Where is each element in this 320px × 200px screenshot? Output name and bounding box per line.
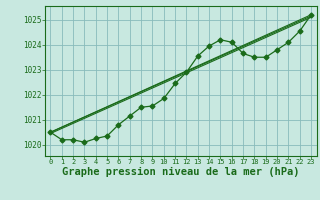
X-axis label: Graphe pression niveau de la mer (hPa): Graphe pression niveau de la mer (hPa) (62, 167, 300, 177)
